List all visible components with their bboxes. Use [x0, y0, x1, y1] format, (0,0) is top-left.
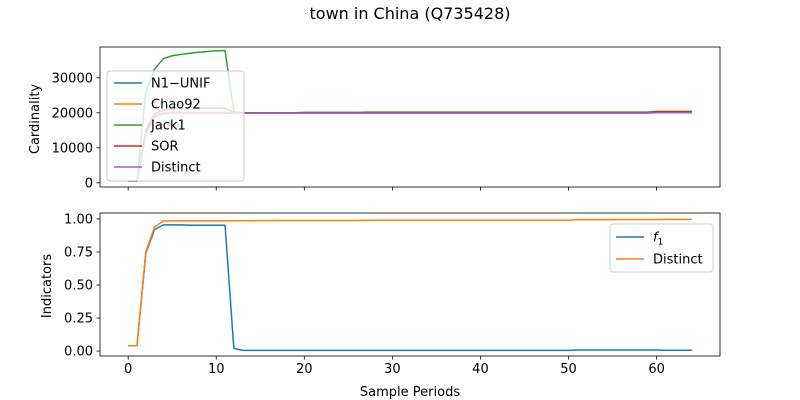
bottom-y-tick-label: 1.00 — [64, 212, 93, 227]
top-y-tick-label: 10000 — [52, 141, 93, 156]
top-y-axis-label: Cardinality — [28, 84, 43, 155]
bottom-legend-label: Distinct — [653, 253, 703, 268]
bottom-y-tick-label: 0.00 — [64, 345, 93, 360]
bottom-y-tick-label: 0.75 — [64, 245, 93, 260]
bottom-y-tick-label: 0.25 — [64, 312, 93, 327]
top-y-tick-label: 0 — [85, 176, 93, 191]
bottom-panel: Indicators 0.00 0.25 0.50 0.75 1.00 0 10 20 30 40… — [40, 212, 720, 377]
top-legend-label: Chao92 — [151, 98, 201, 113]
top-legend: N1−UNIF Chao92 Jack1 SOR Distinct — [107, 71, 244, 181]
x-tick-label: 60 — [648, 362, 665, 377]
bottom-y-tick-label: 0.50 — [64, 278, 93, 293]
bottom-series-line-f — [128, 225, 692, 351]
legend-label-subscript: 1 — [658, 238, 664, 248]
top-panel: Cardinality 0 10000 20000 30000 N1−UNIF Chao… — [28, 47, 720, 191]
x-tick-label: 10 — [208, 362, 225, 377]
chart-title: town in China (Q735428) — [310, 4, 511, 23]
top-y-tick-label: 30000 — [52, 71, 93, 86]
x-tick-label: 0 — [124, 362, 132, 377]
bottom-series-line-distinct — [128, 219, 692, 345]
top-legend-label: SOR — [151, 140, 179, 155]
top-y-tick-label: 20000 — [52, 106, 93, 121]
x-axis-label: Sample Periods — [360, 385, 460, 400]
top-legend-label: N1−UNIF — [151, 77, 210, 92]
bottom-series-lines — [128, 219, 692, 350]
top-legend-label: Jack1 — [150, 119, 186, 134]
bottom-axis-ticks: 0.00 0.25 0.50 0.75 1.00 0 10 20 30 40 50 60 — [64, 212, 665, 377]
top-legend-label: Distinct — [151, 161, 201, 176]
bottom-y-axis-label: Indicators — [40, 254, 55, 318]
x-tick-label: 30 — [384, 362, 401, 377]
x-tick-label: 50 — [560, 362, 577, 377]
x-tick-label: 20 — [296, 362, 313, 377]
x-tick-label: 40 — [472, 362, 489, 377]
